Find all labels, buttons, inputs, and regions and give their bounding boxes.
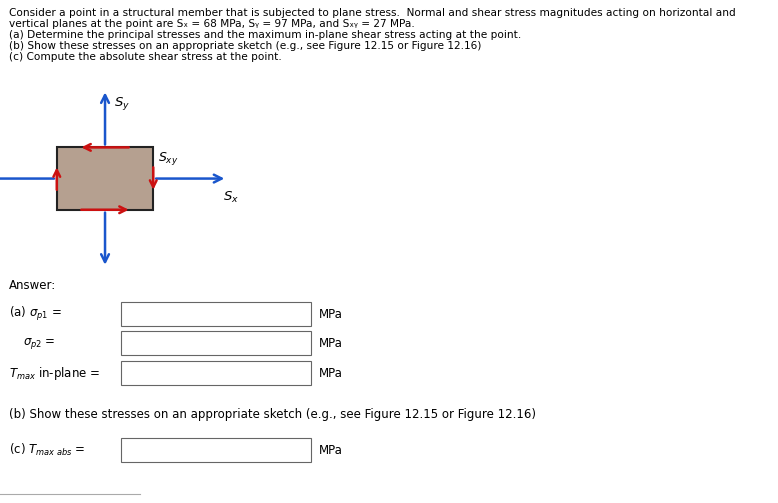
Text: $\sigma_{p2}$ =: $\sigma_{p2}$ = bbox=[23, 336, 56, 351]
Text: $S_{xy}$: $S_{xy}$ bbox=[158, 150, 178, 167]
Text: MPa: MPa bbox=[319, 337, 343, 350]
Text: $S_x$: $S_x$ bbox=[223, 190, 240, 205]
Text: MPa: MPa bbox=[319, 444, 343, 457]
Bar bbox=[121, 361, 311, 385]
Text: (b) Show these stresses on an appropriate sketch (e.g., see Figure 12.15 or Figu: (b) Show these stresses on an appropriat… bbox=[9, 408, 536, 422]
Text: (c) $T_{max\ abs}$ =: (c) $T_{max\ abs}$ = bbox=[9, 442, 86, 458]
Text: (c) Compute the absolute shear stress at the point.: (c) Compute the absolute shear stress at… bbox=[9, 52, 282, 62]
Bar bbox=[121, 302, 311, 326]
Text: MPa: MPa bbox=[319, 308, 343, 321]
Bar bbox=[121, 331, 311, 355]
Text: Consider a point in a structural member that is subjected to plane stress.  Norm: Consider a point in a structural member … bbox=[9, 8, 736, 18]
Text: Answer:: Answer: bbox=[9, 279, 57, 292]
Text: $S_y$: $S_y$ bbox=[114, 95, 131, 112]
Text: vertical planes at the point are Sₓ = 68 MPa, Sᵧ = 97 MPa, and Sₓᵧ = 27 MPa.: vertical planes at the point are Sₓ = 68… bbox=[9, 19, 415, 29]
Bar bbox=[121, 438, 311, 462]
Text: (a) Determine the principal stresses and the maximum in-plane shear stress actin: (a) Determine the principal stresses and… bbox=[9, 30, 521, 40]
Text: MPa: MPa bbox=[319, 367, 343, 380]
Text: $T_{max}$ in-plane =: $T_{max}$ in-plane = bbox=[9, 365, 100, 382]
Text: (b) Show these stresses on an appropriate sketch (e.g., see Figure 12.15 or Figu: (b) Show these stresses on an appropriat… bbox=[9, 41, 482, 51]
Text: (a) $\sigma_{p1}$ =: (a) $\sigma_{p1}$ = bbox=[9, 305, 62, 323]
Bar bbox=[57, 147, 153, 210]
